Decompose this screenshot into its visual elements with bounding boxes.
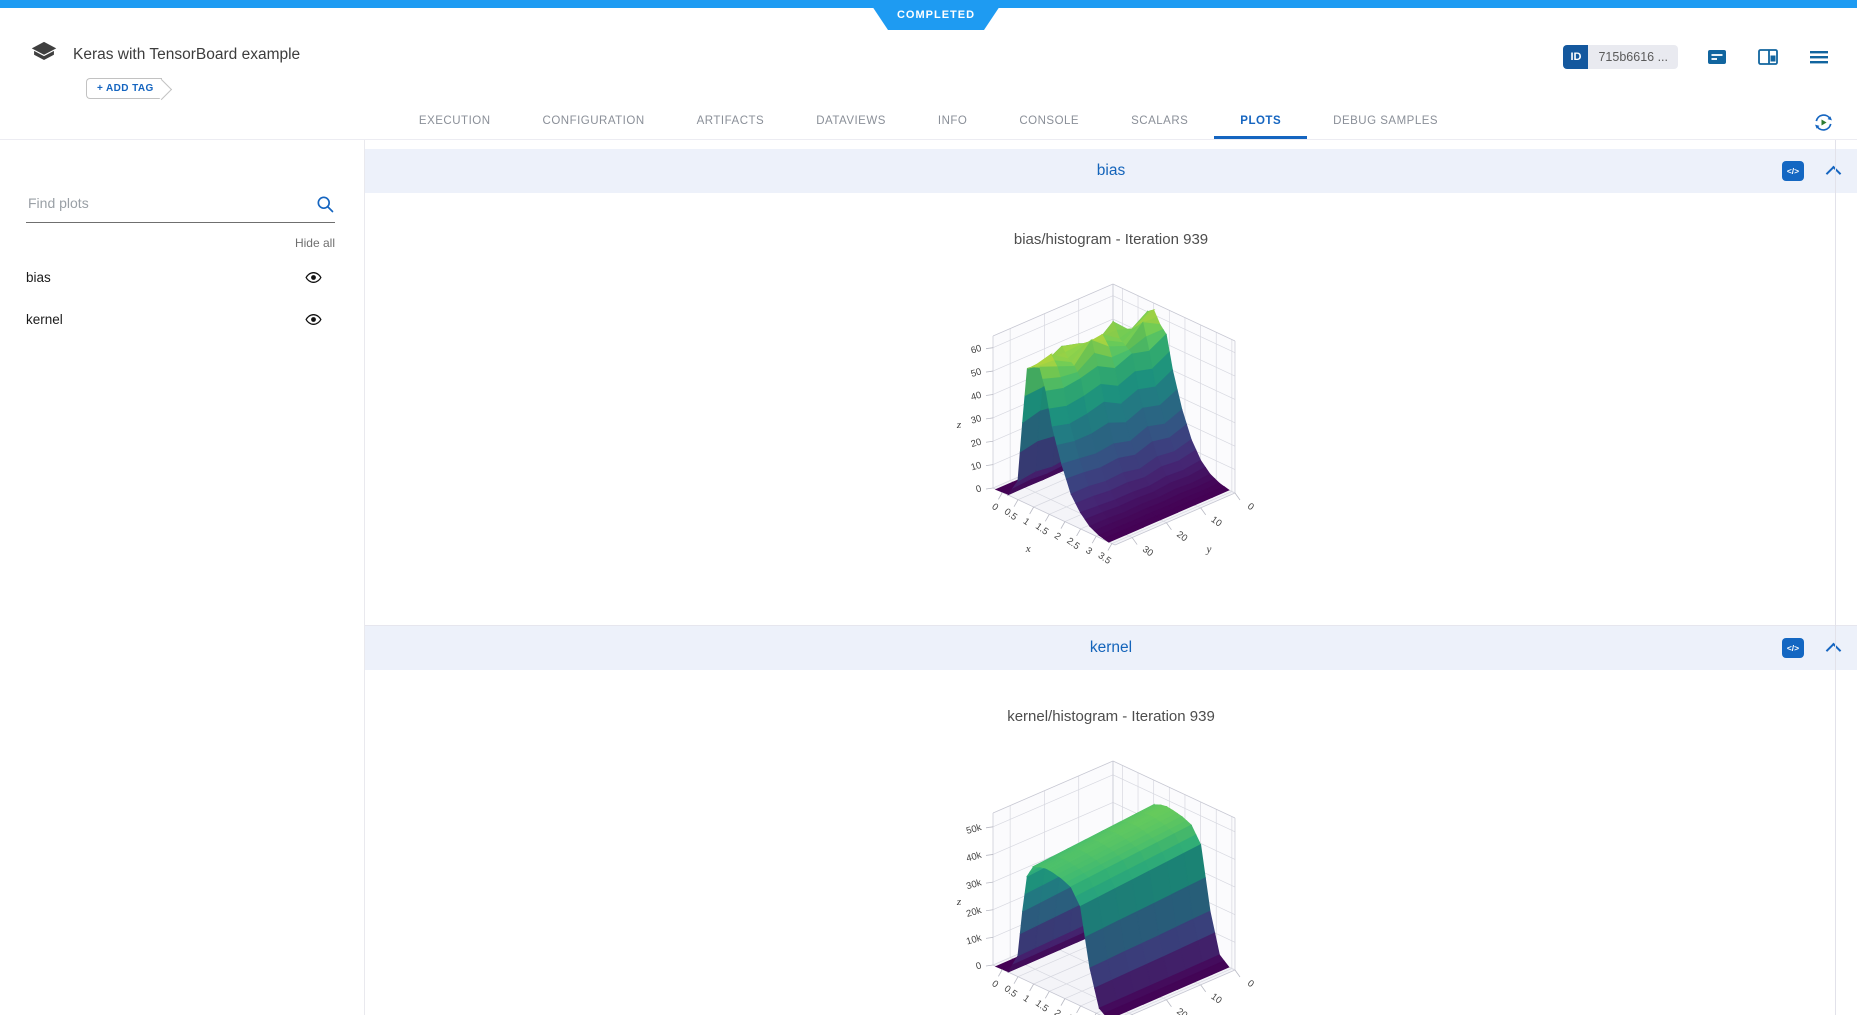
tab-debug-samples[interactable]: DEBUG SAMPLES <box>1333 115 1439 127</box>
surface-plot-bias[interactable] <box>841 252 1381 602</box>
section-bias: bias </> bias/histogram - Iteration 939 <box>365 149 1857 617</box>
plot-card-kernel: kernel/histogram - Iteration 939 <box>365 670 1857 1015</box>
surface-plot-kernel[interactable] <box>841 729 1381 1015</box>
plot-search <box>26 194 335 223</box>
plot-title: kernel/histogram - Iteration 939 <box>1007 708 1215 725</box>
details-panel-icon[interactable] <box>1756 45 1780 69</box>
tab-bar-items: EXECUTION CONFIGURATION ARTIFACTS DATAVIEWS… <box>393 115 1464 139</box>
id-label: ID <box>1563 45 1589 69</box>
menu-icon[interactable] <box>1807 45 1831 69</box>
header-actions: ID 715b6616 ... <box>1563 45 1831 69</box>
tab-dataviews[interactable]: DATAVIEWS <box>816 115 886 127</box>
search-icon[interactable] <box>315 194 335 214</box>
main-layout: Hide all bias kernel bias </> bias/histogra… <box>0 140 1857 1015</box>
tab-console[interactable]: CONSOLE <box>1019 115 1080 127</box>
plot-list-item-bias[interactable]: bias <box>0 256 364 298</box>
collapse-chevron-icon[interactable] <box>1825 642 1842 659</box>
section-header-bias: bias </> <box>365 149 1857 193</box>
tab-artifacts[interactable]: ARTIFACTS <box>696 115 765 127</box>
plot-item-label: bias <box>26 269 51 285</box>
section-kernel: kernel </> kernel/histogram - Iteration 93… <box>365 625 1857 1015</box>
section-header-kernel: kernel </> <box>365 626 1857 670</box>
plot-item-label: kernel <box>26 311 63 327</box>
experiment-icon <box>30 39 58 72</box>
section-tools: </> <box>1782 149 1842 193</box>
sections-container: bias </> bias/histogram - Iteration 939 ker… <box>365 149 1857 1015</box>
status-badge: COMPLETED <box>868 0 1004 30</box>
visibility-eye-icon[interactable] <box>305 311 322 328</box>
sidebar: Hide all bias kernel <box>0 140 365 1015</box>
experiment-id-chip[interactable]: ID 715b6616 ... <box>1563 45 1678 69</box>
tab-scalars[interactable]: SCALARS <box>1131 115 1189 127</box>
tab-plots[interactable]: PLOTS <box>1214 115 1308 139</box>
top-status-bar: COMPLETED <box>0 0 1857 8</box>
section-title[interactable]: kernel <box>1089 639 1133 656</box>
tab-info[interactable]: INFO <box>937 115 968 127</box>
embed-code-icon[interactable]: </> <box>1782 638 1804 658</box>
scrollbar-track[interactable] <box>1835 140 1836 1015</box>
page-title: Keras with TensorBoard example <box>73 46 301 63</box>
tab-configuration[interactable]: CONFIGURATION <box>542 115 645 127</box>
section-title[interactable]: bias <box>1096 162 1126 179</box>
id-value: 715b6616 ... <box>1588 45 1678 69</box>
collapse-chevron-icon[interactable] <box>1825 165 1842 182</box>
plot-list-item-kernel[interactable]: kernel <box>0 298 364 340</box>
section-tools: </> <box>1782 626 1842 670</box>
add-tag-label: + ADD TAG <box>97 83 154 94</box>
add-tag-button[interactable]: + ADD TAG <box>86 78 162 99</box>
hide-all-link[interactable]: Hide all <box>294 236 335 250</box>
visibility-eye-icon[interactable] <box>305 269 322 286</box>
embed-code-icon[interactable]: </> <box>1782 161 1804 181</box>
tab-bar: EXECUTION CONFIGURATION ARTIFACTS DATAVIEWS… <box>0 107 1857 140</box>
plot-title: bias/histogram - Iteration 939 <box>1013 231 1209 248</box>
plot-list: bias kernel <box>0 256 364 340</box>
search-input[interactable] <box>26 194 305 212</box>
notes-icon[interactable] <box>1705 45 1729 69</box>
tab-execution[interactable]: EXECUTION <box>418 115 491 127</box>
plots-content: bias </> bias/histogram - Iteration 939 ker… <box>365 140 1857 1015</box>
plot-card-bias: bias/histogram - Iteration 939 <box>365 193 1857 617</box>
auto-refresh-icon[interactable] <box>1812 111 1835 134</box>
